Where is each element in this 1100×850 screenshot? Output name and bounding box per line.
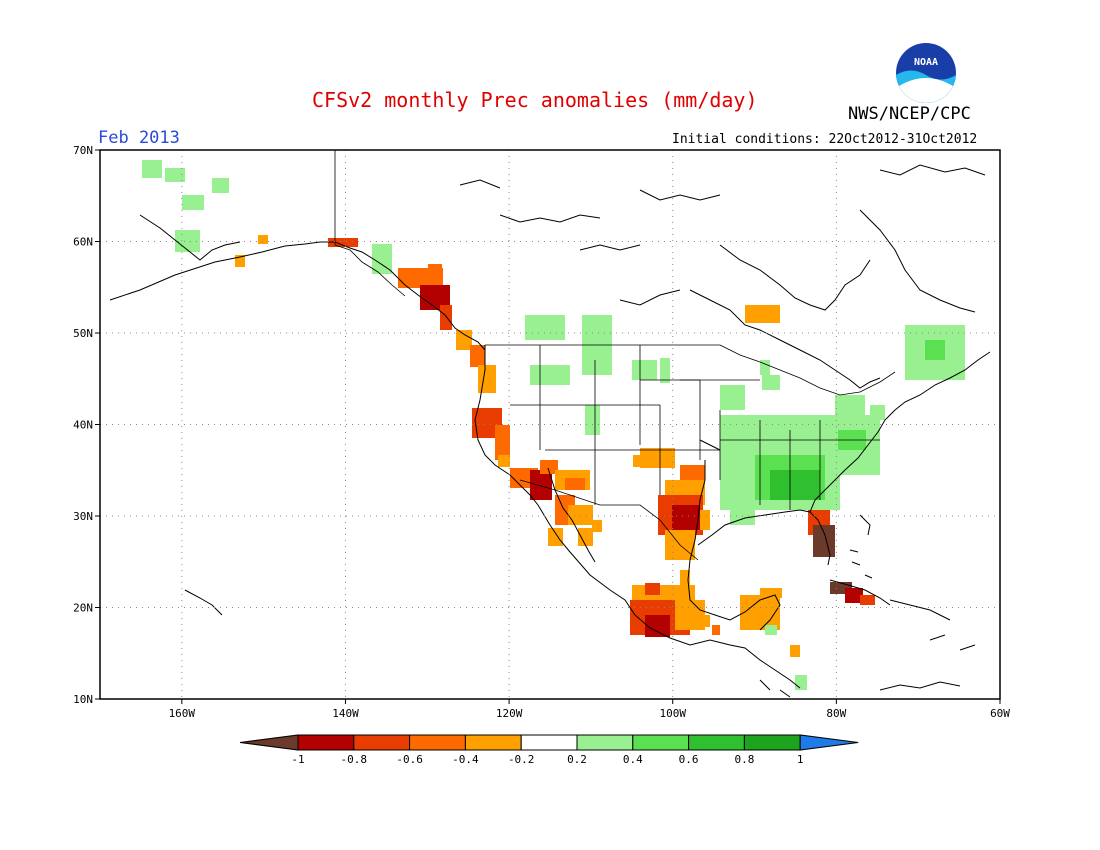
colorbar-label: 0.4: [623, 753, 643, 766]
colorbar-label: 1: [797, 753, 804, 766]
initial-conditions: Initial conditions: 22Oct2012-31Oct2012: [672, 132, 978, 147]
colorbar-label: 0.8: [734, 753, 754, 766]
coastline-layer: [109, 164, 991, 698]
lat-label: 40N: [73, 419, 93, 432]
colorbar-under-arrow: [239, 734, 299, 751]
colorbar-label: 0.2: [567, 753, 587, 766]
colorbar-label: -0.2: [508, 753, 535, 766]
colorbar-bin: [688, 734, 745, 751]
colorbar-bin: [576, 734, 634, 751]
noaa-logo: NOAA: [896, 43, 956, 103]
logo-text: NOAA: [914, 57, 938, 68]
colorbar-label: -0.6: [396, 753, 423, 766]
colorbar-bin: [353, 734, 411, 751]
lon-label: 80W: [826, 707, 846, 720]
colorbar-label: -1: [291, 753, 304, 766]
lat-label: 30N: [73, 510, 93, 523]
lon-label: 100W: [659, 707, 686, 720]
lat-label: 70N: [73, 144, 93, 157]
agency-label: NWS/NCEP/CPC: [848, 104, 971, 124]
colorbar-label: -0.4: [452, 753, 479, 766]
border-layer: [334, 150, 896, 561]
lon-label: 60W: [990, 707, 1010, 720]
map-frame: [99, 149, 1001, 700]
lat-label: 20N: [73, 602, 93, 615]
colorbar-bin: [743, 734, 801, 751]
colorbar-bin: [297, 734, 355, 751]
lon-label: 160W: [169, 707, 196, 720]
colorbar-bin: [520, 734, 578, 751]
colorbar-over-arrow: [799, 734, 859, 751]
anomaly-layer: [142, 160, 965, 690]
colorbar: -1 -0.8 -0.6 -0.4 -0.2 0.2 0.4 0.6 0.8 1: [239, 734, 859, 766]
lat-label: 10N: [73, 693, 93, 706]
axis-labels: 70N 60N 50N 40N 30N 20N 10N 160W 140W 120W 100W 80W…: [73, 144, 1010, 720]
grid-lines: [100, 150, 1000, 699]
colorbar-label: 0.6: [679, 753, 699, 766]
map-title: CFSv2 monthly Prec anomalies (mm/day): [312, 88, 758, 112]
colorbar-bin: [409, 734, 466, 751]
lat-label: 60N: [73, 236, 93, 249]
lat-label: 50N: [73, 327, 93, 340]
colorbar-bin: [632, 734, 690, 751]
lon-label: 140W: [332, 707, 359, 720]
colorbar-bin: [464, 734, 522, 751]
lon-label: 120W: [496, 707, 523, 720]
colorbar-label: -0.8: [341, 753, 368, 766]
forecast-month: Feb 2013: [98, 128, 180, 148]
